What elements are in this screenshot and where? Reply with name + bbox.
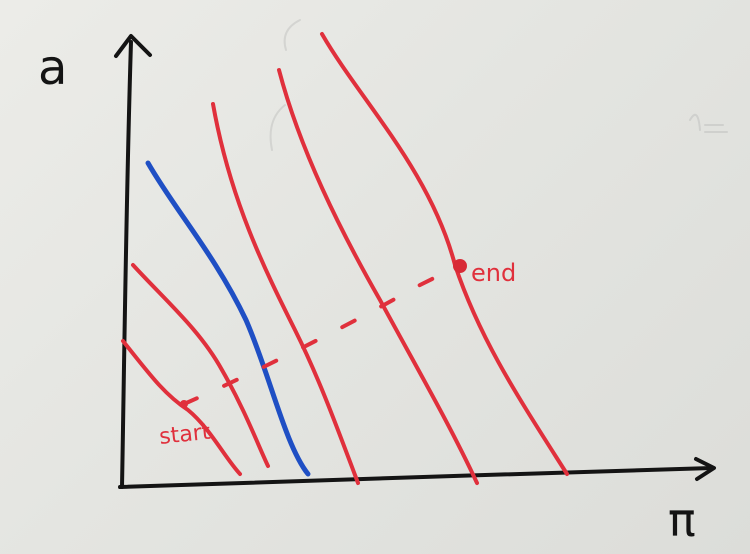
- end-label: end: [471, 259, 516, 287]
- red-curve-1: [121, 339, 242, 476]
- smudge-mark: [283, 19, 301, 51]
- curves: [121, 32, 569, 485]
- blue-curve: [145, 160, 311, 477]
- start-label: start: [158, 420, 212, 450]
- dashed-path: [182, 264, 462, 406]
- red-curve-2: [131, 263, 270, 468]
- smudge-mark: [269, 104, 286, 151]
- smudge-writing: [689, 113, 728, 133]
- start-point: [180, 400, 188, 408]
- x-axis-arrowhead: [694, 457, 716, 481]
- red-curve-3: [211, 102, 360, 485]
- axes: [114, 34, 716, 489]
- y-axis-label: a: [38, 40, 67, 96]
- end-point: [453, 259, 467, 273]
- x-axis: [118, 466, 714, 489]
- y-axis: [120, 40, 133, 489]
- red-curve-5: [320, 32, 569, 476]
- red-curve-4: [277, 68, 479, 485]
- x-axis-label: π: [668, 493, 696, 547]
- y-axis-arrowhead: [114, 34, 152, 58]
- board-smudges: [269, 19, 728, 151]
